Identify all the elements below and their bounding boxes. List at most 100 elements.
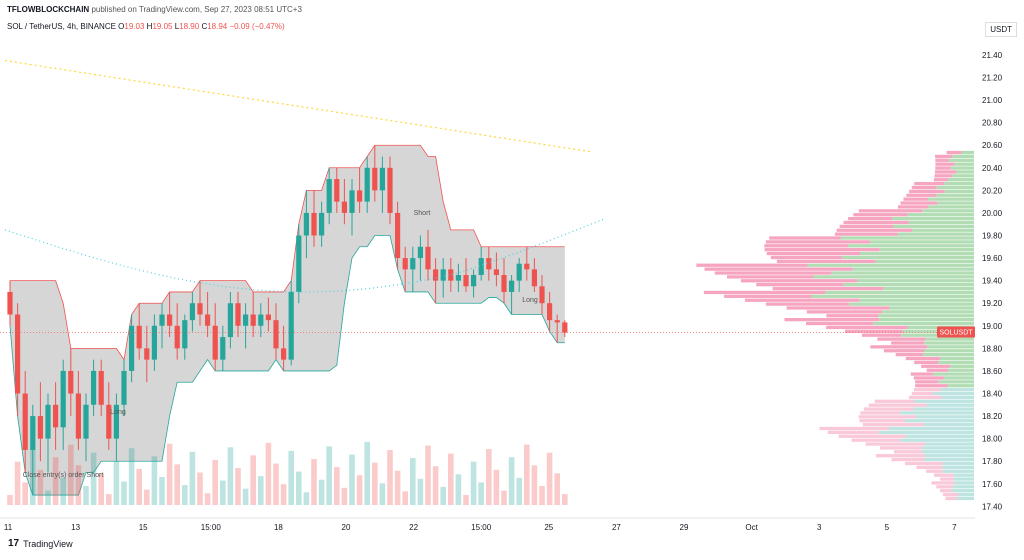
- volume-profile-buy-row: [905, 419, 974, 423]
- volume-profile-buy-row: [954, 481, 974, 485]
- candle-body: [281, 348, 287, 360]
- volume-profile-sell-row: [913, 387, 941, 392]
- candle-body: [478, 258, 484, 275]
- volume-bar: [235, 468, 241, 505]
- price-tick-label: 18.20: [982, 412, 1003, 421]
- volume-profile-buy-row: [939, 356, 974, 361]
- volume-bar: [425, 445, 431, 505]
- volume-profile-buy-row: [942, 469, 974, 473]
- candle-body: [159, 314, 165, 326]
- candle-body: [68, 370, 74, 394]
- volume-profile-sell-row: [786, 306, 890, 310]
- volume-profile-sell-row: [765, 302, 850, 306]
- signal-annotation-label: Close entry(s) order Short: [23, 472, 104, 479]
- candle-body: [243, 314, 249, 326]
- volume-profile-buy-row: [879, 248, 974, 252]
- candle-body: [516, 263, 522, 281]
- candle-body: [121, 370, 127, 405]
- volume-profile-buy-row: [953, 477, 974, 481]
- candle-body: [296, 235, 302, 292]
- volume-profile-buy-row: [933, 391, 974, 396]
- long-moving-average-line: [4, 59, 593, 153]
- price-tick-label: 20.20: [982, 186, 1003, 195]
- published-header: TFLOWBLOCKCHAIN published on TradingView…: [7, 5, 302, 14]
- volume-bar: [326, 446, 332, 505]
- time-tick-label: 15: [139, 523, 148, 532]
- volume-bar: [45, 490, 51, 505]
- candle-body: [235, 303, 241, 326]
- candle-body: [501, 275, 507, 292]
- trailing-stop-cloud: [10, 145, 565, 496]
- volume-bar: [296, 471, 302, 505]
- volume-profile-sell-row: [843, 220, 909, 225]
- volume-bar: [227, 447, 234, 505]
- candle-body: [227, 303, 233, 338]
- candle-body: [113, 404, 119, 439]
- volume-profile-buy-row: [907, 213, 974, 217]
- volume-profile-buy-row: [954, 162, 974, 166]
- candle-body: [531, 269, 537, 287]
- symbol-badge-text: SOLUSDT: [939, 330, 973, 337]
- volume-profile-buy-row: [852, 267, 974, 271]
- volume-profile-sell-row: [946, 150, 962, 155]
- volume-profile-buy-row: [878, 430, 974, 435]
- volume-profile-buy-row: [873, 321, 974, 326]
- price-tick-label: 17.60: [982, 480, 1003, 489]
- candle-body: [258, 314, 264, 326]
- volume-profile-buy-row: [942, 465, 974, 470]
- volume-profile-buy-row: [914, 399, 974, 403]
- candle-body: [182, 320, 188, 349]
- volume-profile-buy-row: [869, 240, 974, 244]
- volume-bar: [182, 485, 188, 505]
- volume-profile-sell-row: [940, 477, 954, 481]
- volume-profile-sell-row: [870, 345, 928, 349]
- candle-body: [341, 201, 347, 213]
- published-text: published on TradingView.com, Sep 27, 20…: [91, 5, 302, 14]
- volume-profile-buy-row: [878, 314, 974, 318]
- volume-bar: [197, 472, 203, 505]
- volume-profile-buy-row: [936, 193, 974, 197]
- volume-bar: [318, 479, 325, 505]
- candle-body: [303, 212, 309, 236]
- volume-profile-buy-row: [936, 185, 974, 190]
- price-tick-label: 19.80: [982, 232, 1003, 241]
- volume-profile-sell-row: [913, 376, 944, 380]
- volume-profile-sell-row: [945, 496, 957, 501]
- volume-profile-sell-row: [764, 244, 849, 248]
- volume-profile-buy-row: [953, 485, 974, 489]
- candle-body: [197, 303, 203, 315]
- volume-profile-buy-row: [841, 255, 974, 260]
- volume-profile-buy-row: [840, 236, 974, 240]
- volume-profile-sell-row: [935, 154, 953, 159]
- volume-profile-buy-row: [857, 279, 974, 283]
- symbol-badge: [937, 326, 975, 338]
- price-tick-label: 21.00: [982, 96, 1003, 105]
- price-tick-label: 19.20: [982, 299, 1003, 308]
- candle-body: [433, 269, 439, 281]
- volume-bar: [68, 444, 74, 505]
- volume-profile-sell-row: [880, 446, 923, 450]
- volume-bar: [463, 495, 469, 505]
- time-tick-label: 18: [274, 523, 283, 532]
- volume-bar: [394, 470, 401, 505]
- volume-profile-sell-row: [936, 485, 954, 489]
- price-tick-label: 18.60: [982, 367, 1003, 376]
- open-value: 19.03: [124, 22, 145, 31]
- time-tick-label: 7: [952, 523, 957, 532]
- tradingview-logo-icon[interactable]: 17: [8, 538, 20, 549]
- volume-bar: [341, 487, 348, 505]
- symbol-ohlc-line: SOL / TetherUS, 4h, BINANCE O19.03 H19.0…: [7, 22, 285, 31]
- high-value: 19.05: [152, 22, 173, 31]
- currency-label[interactable]: USDT: [985, 22, 1017, 37]
- volume-profile-sell-row: [935, 158, 949, 162]
- volume-profile-sell-row: [859, 419, 906, 423]
- volume-profile-buy-row: [831, 271, 974, 275]
- volume-profile-buy-row: [913, 407, 974, 411]
- volume-bar: [562, 494, 568, 505]
- candle-body: [417, 246, 423, 259]
- volume-profile-buy-row: [859, 298, 974, 302]
- symbol-text[interactable]: SOL / TetherUS, 4h, BINANCE: [7, 22, 116, 31]
- volume-profile-sell-row: [784, 318, 880, 322]
- volume-profile-buy-row: [843, 283, 974, 287]
